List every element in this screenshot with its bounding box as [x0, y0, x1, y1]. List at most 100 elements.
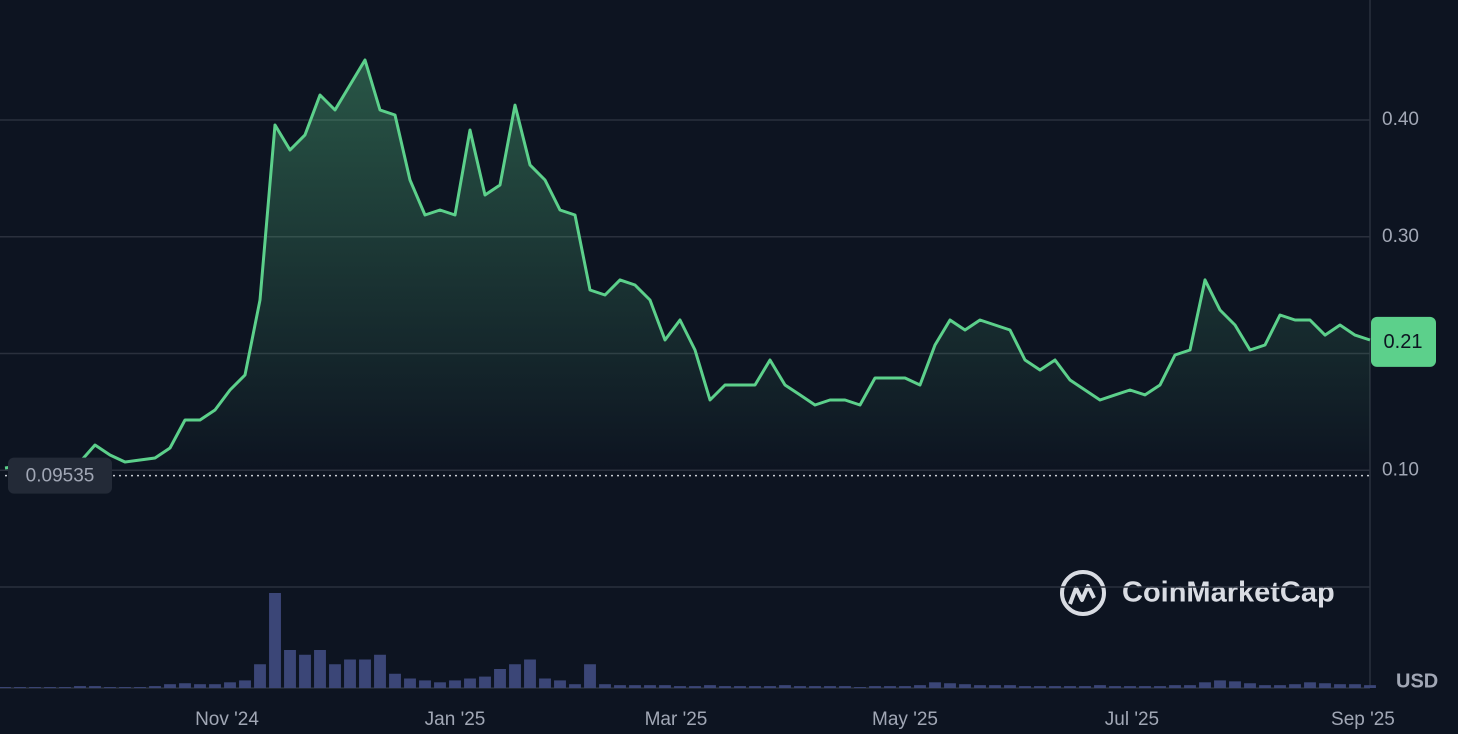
currency-label: USD	[1396, 670, 1438, 692]
volume-bar	[44, 687, 56, 688]
volume-bar	[1049, 686, 1061, 688]
volume-bar	[1259, 685, 1271, 688]
volume-bar	[899, 686, 911, 688]
volume-bar	[269, 593, 281, 688]
volume-bar	[389, 673, 401, 688]
volume-bar	[1169, 685, 1181, 688]
volume-bar	[359, 659, 371, 688]
volume-bar	[404, 678, 416, 688]
volume-bar	[299, 654, 311, 688]
volume-bar	[1289, 684, 1301, 688]
volume-bar	[59, 687, 71, 688]
y-tick-label: 0.40	[1382, 109, 1419, 130]
volume-bar	[1244, 683, 1256, 688]
volume-bar	[1304, 682, 1316, 688]
volume-bar	[209, 684, 221, 688]
volume-bar	[1334, 684, 1346, 688]
volume-bar	[29, 687, 41, 688]
volume-bar	[284, 650, 296, 688]
price-line	[4, 58, 1371, 470]
volume-bar	[1064, 686, 1076, 688]
volume-bar	[1034, 686, 1046, 688]
volume-bar	[239, 680, 251, 688]
volume-bar	[374, 654, 386, 688]
volume-bar	[689, 686, 701, 688]
volume-bar	[779, 685, 791, 688]
volume-bar	[89, 686, 101, 688]
volume-bar	[854, 687, 866, 688]
volume-bar	[119, 687, 131, 688]
volume-bar	[254, 664, 266, 688]
volume-bar	[944, 683, 956, 688]
volume-bar	[419, 680, 431, 688]
volume-bar	[329, 664, 341, 688]
volume-bar	[194, 684, 206, 688]
logo	[1060, 570, 1106, 616]
volume-bar	[824, 686, 836, 688]
volume-bar	[734, 686, 746, 688]
x-tick-label: Sep '25	[1331, 709, 1395, 730]
volume-bar	[104, 687, 116, 688]
y-tick-label: 0.10	[1382, 459, 1419, 480]
volume-bar	[674, 686, 686, 688]
volume-bar	[464, 678, 476, 688]
volume-bar	[479, 676, 491, 688]
volume-bar	[1214, 680, 1226, 688]
volume-bar	[434, 682, 446, 688]
volume-bar	[644, 685, 656, 688]
volume-bar	[839, 686, 851, 688]
x-tick-label: Jan '25	[425, 709, 486, 730]
volume-bar	[1349, 684, 1361, 688]
volume-bar	[929, 682, 941, 688]
volume-bar	[1364, 685, 1376, 688]
volume-bar	[614, 685, 626, 688]
volume-bar	[1229, 681, 1241, 688]
volume-bar	[164, 684, 176, 688]
volume-bar	[1199, 682, 1211, 688]
volume-bar	[449, 680, 461, 688]
volume-bar	[524, 659, 536, 688]
volume-bar	[749, 686, 761, 688]
volume-bar	[1094, 685, 1106, 688]
volume-bar	[704, 685, 716, 688]
volume-bar	[314, 650, 326, 688]
volume-bar	[1004, 685, 1016, 688]
volume-bar	[14, 687, 26, 688]
volume-bar	[509, 664, 521, 688]
volume-bar	[134, 687, 146, 688]
volume-bar	[974, 685, 986, 688]
volume-bar	[794, 686, 806, 688]
volume-bar	[0, 687, 11, 688]
volume-bar	[1139, 686, 1151, 688]
volume-bar	[629, 685, 641, 688]
volume-bar	[959, 684, 971, 688]
volume-bar	[74, 686, 86, 688]
volume-bar	[149, 686, 161, 688]
volume-bar	[764, 686, 776, 688]
volume-bar	[1109, 686, 1121, 688]
volume-bar	[659, 685, 671, 688]
volume-bar	[884, 686, 896, 688]
volume-bar	[809, 686, 821, 688]
volume-bar	[599, 684, 611, 688]
volume-bar	[569, 684, 581, 688]
volume-bar	[539, 678, 551, 688]
x-tick-label: Nov '24	[195, 709, 259, 730]
start-value-label: 0.09535	[26, 466, 95, 487]
volume-bar	[224, 682, 236, 688]
volume-bar	[1124, 686, 1136, 688]
x-tick-label: Jul '25	[1105, 709, 1159, 730]
current-value-label: 0.21	[1384, 331, 1423, 353]
volume-bar	[719, 686, 731, 688]
volume-bar	[1319, 683, 1331, 688]
volume-bar	[494, 669, 506, 688]
volume-bar	[869, 686, 881, 688]
volume-bar	[1079, 686, 1091, 688]
volume-bar	[554, 680, 566, 688]
start-value-box	[8, 457, 112, 494]
volume-bar	[1154, 686, 1166, 688]
volume-bar	[1274, 685, 1286, 688]
current-value-badge	[1371, 316, 1436, 367]
volume-bar	[179, 683, 191, 688]
